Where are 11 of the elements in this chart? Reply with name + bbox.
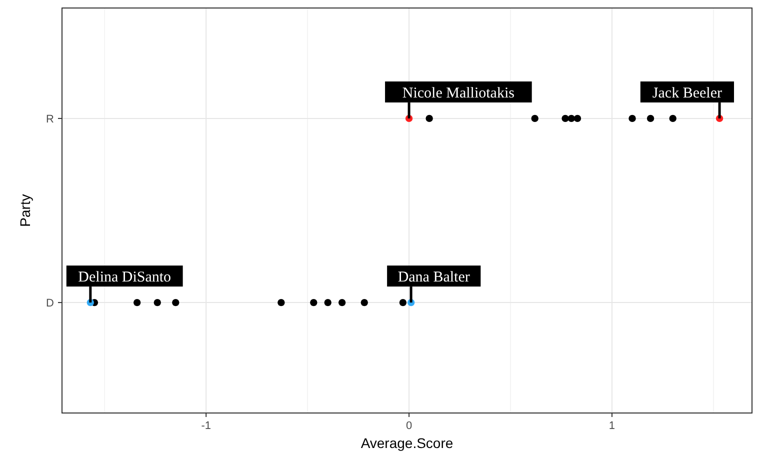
annotation: Jack Beeler — [652, 85, 722, 102]
y-axis-title: Party — [17, 194, 33, 227]
annotation: Delina DiSanto — [78, 270, 172, 286]
y-tick-label: R — [46, 113, 54, 126]
y-tick-label: D — [46, 297, 54, 310]
x-tick-label: -1 — [201, 420, 211, 432]
annotation: Dana Balter — [398, 270, 470, 286]
x-tick-label: 0 — [406, 420, 412, 432]
annotation: Nicole Malliotakis — [402, 85, 515, 102]
x-axis-title: Average.Score — [360, 435, 454, 451]
x-tick-label: 1 — [608, 420, 616, 432]
